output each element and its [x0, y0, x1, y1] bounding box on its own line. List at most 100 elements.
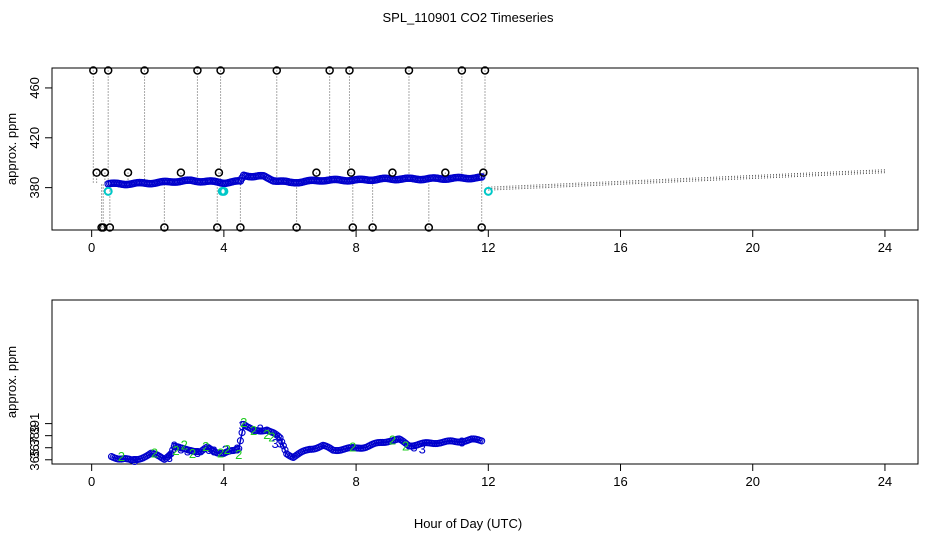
- top-x-tick-label: 12: [481, 240, 495, 255]
- top-trailing-trend-line: [488, 169, 885, 188]
- top-outlier-point: [292, 223, 301, 232]
- top-outlier-point: [92, 168, 101, 177]
- top-outlier-point: [348, 223, 358, 232]
- top-axes: 0 4 8 12 16 20 24 380 420 460: [27, 77, 892, 255]
- top-trailing-trend-line: [488, 170, 885, 190]
- top-flagged-point: [483, 186, 493, 196]
- bottom-label-marker: 2: [189, 446, 196, 461]
- bottom-y-axis-label: approx. ppm: [4, 346, 19, 418]
- top-x-tick-label: 8: [352, 240, 359, 255]
- bottom-y-tick-label: 389: [27, 425, 42, 447]
- top-outlier-point: [160, 223, 169, 232]
- bottom-label-marker: 2: [181, 438, 188, 453]
- bottom-series-point: [238, 429, 246, 437]
- top-x-tick-label: 0: [88, 240, 95, 255]
- bottom-label-marker: 2: [217, 446, 224, 461]
- top-series-point: [477, 173, 486, 181]
- top-outlier-point: [312, 168, 321, 177]
- top-outlier-point: [236, 223, 245, 232]
- top-y-tick-label: 380: [27, 177, 42, 199]
- bottom-label-marker: 3: [194, 445, 201, 460]
- bottom-series-point: [478, 437, 486, 445]
- bottom-series-point: [279, 442, 287, 450]
- top-panel: 0 4 8 12 16 20 24 380 420 460 approx. ppm: [4, 66, 919, 255]
- top-outlier-point: [214, 168, 224, 177]
- bottom-y-tick-label: 391: [27, 413, 42, 435]
- top-y-tick-label: 460: [27, 77, 42, 99]
- top-trailing-trend-line: [488, 172, 885, 191]
- top-x-tick-label: 20: [745, 240, 759, 255]
- bottom-x-tick-label: 20: [745, 474, 759, 489]
- bottom-label-marker: 2: [250, 423, 257, 438]
- bottom-plot-frame: [51, 299, 919, 465]
- top-outlier-point: [100, 168, 110, 177]
- top-y-axis-label: approx. ppm: [4, 113, 19, 185]
- bottom-series-point: [281, 446, 289, 454]
- bottom-label-marker: 2: [235, 447, 242, 462]
- bottom-series-point: [278, 438, 286, 446]
- top-outlier-point: [325, 66, 334, 75]
- bottom-y-tick-label: 367: [27, 437, 42, 459]
- bottom-label-marker: 3: [184, 444, 191, 459]
- top-outlier-point: [176, 168, 186, 177]
- top-outlier-point: [424, 223, 434, 232]
- bottom-label-marker: 3: [171, 438, 178, 453]
- top-outlier-point: [479, 168, 488, 177]
- bottom-label-marker: 2: [349, 440, 356, 455]
- bottom-label-marker: 3: [257, 421, 264, 436]
- bottom-series-point: [403, 441, 411, 449]
- bottom-label-marker: 2: [172, 443, 179, 458]
- top-x-tick-label: 24: [878, 240, 892, 255]
- bottom-label-marker: 3: [238, 418, 245, 433]
- top-outlier-point: [441, 168, 450, 177]
- x-axis-label: Hour of Day (UTC): [414, 516, 522, 531]
- bottom-series-point: [274, 432, 282, 440]
- bottom-label-marker: 3: [410, 440, 417, 455]
- bottom-series-point: [276, 434, 284, 442]
- bottom-label-marker: 3: [210, 444, 217, 459]
- bottom-series-point: [327, 445, 335, 453]
- top-y-tick-label: 420: [27, 127, 42, 149]
- top-outlier-point: [345, 66, 354, 75]
- top-outlier-point: [140, 66, 149, 75]
- bottom-series-point: [248, 425, 256, 433]
- top-outlier-point: [272, 66, 282, 75]
- bottom-label-marker: 3: [419, 441, 426, 456]
- top-outlier-point: [346, 168, 356, 177]
- bottom-series-point: [236, 437, 244, 445]
- top-outlier-point: [103, 66, 113, 75]
- top-outlier-point: [457, 66, 467, 75]
- chart-title: SPL_110901 CO2 Timeseries: [382, 10, 554, 25]
- top-data-layer: [89, 66, 885, 232]
- bottom-label-marker: 3: [271, 436, 278, 451]
- bottom-label-marker: 3: [205, 442, 212, 457]
- top-flagged-point: [219, 186, 229, 196]
- bottom-label-marker: 3: [177, 441, 184, 456]
- bottom-label-marker: 3: [222, 443, 229, 458]
- top-outlier-point: [105, 223, 115, 232]
- bottom-series-point: [165, 451, 173, 459]
- top-outlier-point: [123, 168, 133, 177]
- bottom-label-marker: 2: [240, 415, 247, 430]
- bottom-label-marker: 2: [224, 442, 231, 457]
- bottom-label-marker: 3: [458, 435, 465, 450]
- top-outlier-point: [213, 223, 222, 232]
- top-outlier-point: [216, 66, 225, 75]
- bottom-series-point: [235, 445, 243, 453]
- top-outlier-point: [89, 66, 98, 75]
- bottom-label-marker: 3: [276, 435, 283, 450]
- top-x-tick-label: 16: [613, 240, 627, 255]
- bottom-label-marker: 2: [402, 438, 409, 453]
- bottom-x-tick-label: 0: [88, 474, 95, 489]
- bottom-label-marker: 2: [268, 429, 275, 444]
- bottom-label-marker: 2: [151, 446, 158, 461]
- bottom-x-tick-label: 24: [878, 474, 892, 489]
- bottom-y-tick-label: 365: [27, 449, 42, 471]
- top-outlier-point: [477, 223, 486, 232]
- top-outlier-point: [193, 66, 202, 75]
- bottom-x-tick-label: 8: [352, 474, 359, 489]
